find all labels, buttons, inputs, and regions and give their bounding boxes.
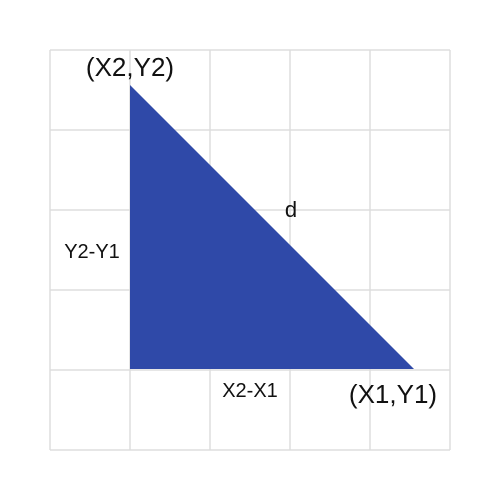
hypotenuse-label: d (285, 197, 297, 222)
point-label-top: (X2,Y2) (86, 52, 174, 82)
vertical-leg-label: Y2-Y1 (64, 241, 120, 263)
point-label-right: (X1,Y1) (349, 379, 437, 409)
horizontal-leg-label: X2-X1 (222, 380, 278, 402)
right-triangle (130, 85, 414, 369)
